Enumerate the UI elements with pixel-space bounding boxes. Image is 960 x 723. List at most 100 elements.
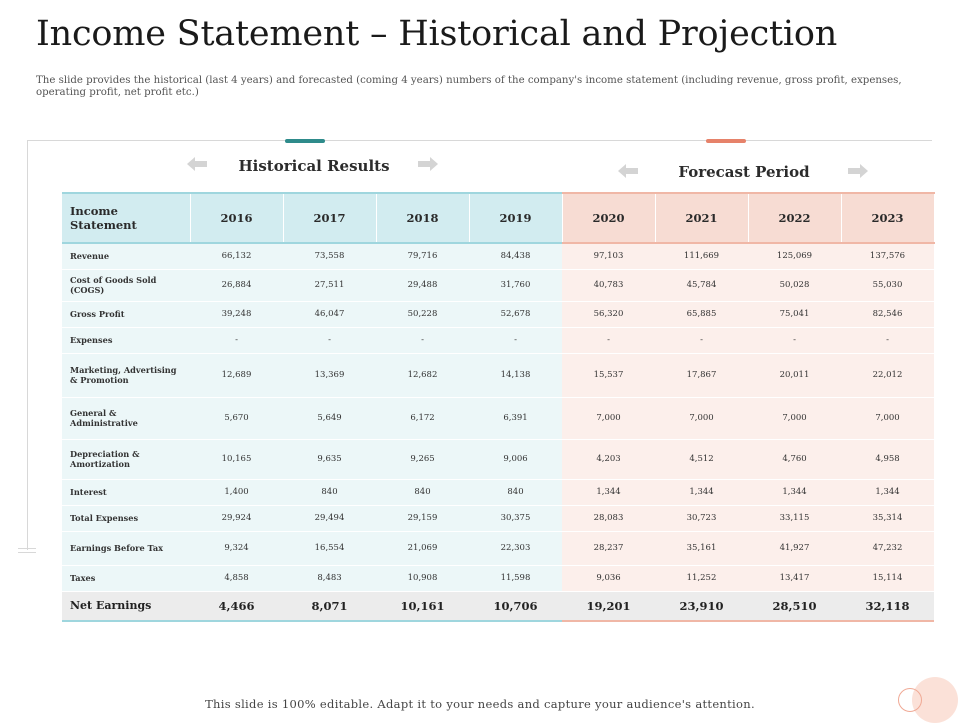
table-cell: 39,248: [190, 301, 283, 328]
table-body: Revenue 66,132 73,558 79,716 84,438 97,103 111…: [62, 243, 934, 622]
table-cell: 82,546: [841, 301, 934, 328]
table-cell: -: [376, 327, 469, 354]
table-cell: 4,958: [841, 439, 934, 480]
table-cell: 10,908: [376, 565, 469, 592]
table-cell: 22,303: [469, 531, 562, 566]
table-cell: 8,071: [283, 590, 376, 622]
table-cell: 50,228: [376, 301, 469, 328]
table-cell: 12,682: [376, 353, 469, 398]
table-cell: 7,000: [748, 397, 841, 440]
table-cell: 9,324: [190, 531, 283, 566]
header-year: 2023: [841, 192, 935, 244]
forecast-tab-marker: [706, 139, 746, 143]
table-cell: 9,265: [376, 439, 469, 480]
table-cell: 50,028: [748, 269, 841, 302]
table-cell: 137,576: [841, 243, 934, 270]
table-cell: 15,114: [841, 565, 934, 592]
table-cell: 28,083: [562, 505, 655, 532]
table-cell: 1,344: [655, 479, 748, 506]
table-cell: 1,344: [841, 479, 934, 506]
table-cell: 1,344: [562, 479, 655, 506]
table-cell: 840: [283, 479, 376, 506]
table-cell: 16,554: [283, 531, 376, 566]
table-cell: 111,669: [655, 243, 748, 270]
row-label: Earnings Before Tax: [62, 531, 190, 566]
row-label: Interest: [62, 479, 190, 506]
table-cell: 35,161: [655, 531, 748, 566]
table-cell: 30,375: [469, 505, 562, 532]
table-cell: 55,030: [841, 269, 934, 302]
frame-tick-2: [18, 552, 36, 553]
table-cell: 4,203: [562, 439, 655, 480]
table-cell: 7,000: [655, 397, 748, 440]
table-cell: 26,884: [190, 269, 283, 302]
header-year: 2019: [469, 193, 563, 243]
table-row: General & Administrative 5,670 5,649 6,172 6…: [62, 397, 934, 440]
table-cell: 13,369: [283, 353, 376, 398]
historical-results-heading: Historical Results: [238, 157, 390, 175]
table-cell: 17,867: [655, 353, 748, 398]
table-cell: 125,069: [748, 243, 841, 270]
frame-left-line: [27, 140, 28, 550]
table-cell: 1,344: [748, 479, 841, 506]
table-row: Revenue 66,132 73,558 79,716 84,438 97,103 111…: [62, 243, 934, 270]
table-cell: 35,314: [841, 505, 934, 532]
table-cell: 4,466: [190, 590, 283, 622]
table-cell: 66,132: [190, 243, 283, 270]
page-title: Income Statement – Historical and Projec…: [36, 14, 838, 54]
table-cell: 30,723: [655, 505, 748, 532]
income-statement-table: Income Statement 2016 2017 2018 2019 202…: [62, 192, 935, 622]
table-cell: -: [655, 327, 748, 354]
table-cell: 79,716: [376, 243, 469, 270]
table-cell: 5,649: [283, 397, 376, 440]
table-cell: 52,678: [469, 301, 562, 328]
table-cell: 9,036: [562, 565, 655, 592]
table-cell: 33,115: [748, 505, 841, 532]
table-cell: 840: [469, 479, 562, 506]
table-cell: 22,012: [841, 353, 934, 398]
table-cell: 7,000: [841, 397, 934, 440]
table-cell: 65,885: [655, 301, 748, 328]
table-row: Total Expenses 29,924 29,494 29,159 30,375 28…: [62, 505, 934, 532]
table-cell: 10,161: [376, 590, 469, 622]
table-row: Interest 1,400 840 840 840 1,344 1,344 1,344 1,3…: [62, 479, 934, 506]
net-earnings-row: Net Earnings 4,466 8,071 10,161 10,706 19,201…: [62, 590, 934, 622]
table-cell: -: [748, 327, 841, 354]
row-label: Depreciation & Amortization: [62, 439, 190, 480]
table-cell: 31,760: [469, 269, 562, 302]
header-year: 2021: [655, 192, 749, 244]
table-cell: 20,011: [748, 353, 841, 398]
table-cell: 4,760: [748, 439, 841, 480]
table-cell: 45,784: [655, 269, 748, 302]
income-statement-table-wrapper: Income Statement 2016 2017 2018 2019 202…: [62, 192, 935, 622]
row-label: Marketing, Advertising & Promotion: [62, 353, 190, 398]
table-cell: 14,138: [469, 353, 562, 398]
table-cell: 40,783: [562, 269, 655, 302]
page-subtitle: The slide provides the historical (last …: [36, 75, 902, 98]
table-cell: 41,927: [748, 531, 841, 566]
table-cell: 46,047: [283, 301, 376, 328]
arrow-right-icon: [848, 164, 868, 178]
footer-note: This slide is 100% editable. Adapt it to…: [205, 697, 755, 711]
header-income-statement: Income Statement: [62, 193, 191, 243]
table-cell: 27,511: [283, 269, 376, 302]
table-cell: -: [841, 327, 934, 354]
table-cell: 8,483: [283, 565, 376, 592]
table-cell: 29,159: [376, 505, 469, 532]
table-cell: 21,069: [376, 531, 469, 566]
header-year: 2016: [190, 193, 284, 243]
table-cell: -: [283, 327, 376, 354]
table-cell: 47,232: [841, 531, 934, 566]
table-row: Expenses - - - - - - - -: [62, 327, 934, 354]
table-cell: 32,118: [841, 590, 934, 622]
row-label: Expenses: [62, 327, 190, 354]
table-header-row: Income Statement 2016 2017 2018 2019 202…: [62, 192, 935, 244]
table-cell: 56,320: [562, 301, 655, 328]
frame-tick-1: [18, 548, 36, 549]
table-cell: 10,165: [190, 439, 283, 480]
row-label: Gross Profit: [62, 301, 190, 328]
table-row: Marketing, Advertising & Promotion 12,689…: [62, 353, 934, 398]
table-cell: -: [190, 327, 283, 354]
table-cell: 9,635: [283, 439, 376, 480]
header-year: 2022: [748, 192, 842, 244]
